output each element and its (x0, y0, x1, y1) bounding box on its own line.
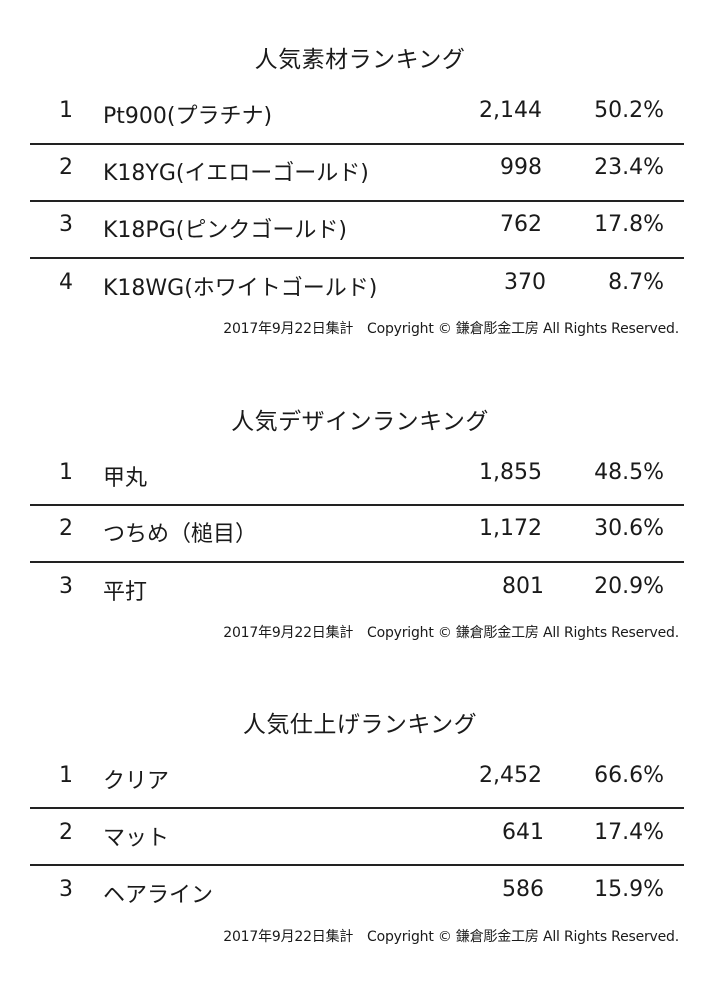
table-row: 3 平打 801 20.9% (0, 574, 720, 614)
table-row: 2 マット 641 17.4% (0, 820, 720, 860)
item-percent: 66.6% (594, 763, 664, 788)
table-row: 3 ヘアライン 586 15.9% (0, 877, 720, 917)
item-percent: 17.4% (594, 820, 664, 845)
item-name: K18PG(ピンクゴールド) (103, 218, 347, 243)
section-title: 人気仕上げランキング (242, 712, 478, 738)
rank-number: 3 (59, 877, 73, 902)
item-name: K18YG(イエローゴールド) (103, 161, 369, 186)
item-count: 2,144 (479, 98, 542, 123)
row-divider (30, 864, 684, 866)
item-name: 平打 (103, 580, 148, 605)
item-percent: 50.2% (594, 98, 664, 123)
rank-number: 2 (59, 516, 73, 541)
item-name: ヘアライン (103, 883, 214, 908)
rank-number: 1 (59, 98, 73, 123)
item-name: つちめ（槌目） (103, 522, 258, 547)
section-title: 人気素材ランキング (254, 47, 466, 73)
item-percent: 20.9% (594, 574, 664, 599)
item-count: 1,855 (479, 460, 542, 485)
row-divider (30, 504, 684, 506)
rank-number: 3 (59, 212, 73, 237)
section-title: 人気デザインランキング (231, 409, 489, 435)
footer-note: 2017年9月22日集計 Copyright © 鎌倉彫金工房 All Righ… (223, 625, 679, 641)
item-percent: 48.5% (594, 460, 664, 485)
item-count: 998 (500, 155, 542, 180)
item-name: Pt900(プラチナ) (103, 104, 273, 129)
item-name: 甲丸 (103, 466, 148, 491)
rank-number: 4 (59, 270, 73, 295)
item-name: クリア (103, 769, 170, 794)
item-count: 370 (504, 270, 546, 295)
table-row: 4 K18WG(ホワイトゴールド) 370 8.7% (0, 270, 720, 310)
table-row: 2 K18YG(イエローゴールド) 998 23.4% (0, 155, 720, 195)
item-percent: 23.4% (594, 155, 664, 180)
item-name: K18WG(ホワイトゴールド) (103, 276, 378, 301)
item-count: 801 (502, 574, 544, 599)
table-row: 3 K18PG(ピンクゴールド) 762 17.8% (0, 212, 720, 252)
table-row: 1 甲丸 1,855 48.5% (0, 460, 720, 500)
item-count: 641 (502, 820, 544, 845)
table-row: 2 つちめ（槌目） 1,172 30.6% (0, 516, 720, 556)
row-divider (30, 257, 684, 259)
rank-number: 2 (59, 820, 73, 845)
row-divider (30, 143, 684, 145)
rank-number: 2 (59, 155, 73, 180)
row-divider (30, 561, 684, 563)
row-divider (30, 200, 684, 202)
table-row: 1 クリア 2,452 66.6% (0, 763, 720, 803)
rank-number: 1 (59, 763, 73, 788)
item-count: 1,172 (479, 516, 542, 541)
item-percent: 8.7% (608, 270, 664, 295)
item-count: 586 (502, 877, 544, 902)
footer-note: 2017年9月22日集計 Copyright © 鎌倉彫金工房 All Righ… (223, 929, 679, 945)
rank-number: 3 (59, 574, 73, 599)
item-name: マット (103, 826, 170, 851)
row-divider (30, 807, 684, 809)
table-row: 1 Pt900(プラチナ) 2,144 50.2% (0, 98, 720, 138)
item-count: 2,452 (479, 763, 542, 788)
item-percent: 17.8% (594, 212, 664, 237)
item-percent: 30.6% (594, 516, 664, 541)
rank-number: 1 (59, 460, 73, 485)
item-percent: 15.9% (594, 877, 664, 902)
item-count: 762 (500, 212, 542, 237)
footer-note: 2017年9月22日集計 Copyright © 鎌倉彫金工房 All Righ… (223, 321, 679, 337)
